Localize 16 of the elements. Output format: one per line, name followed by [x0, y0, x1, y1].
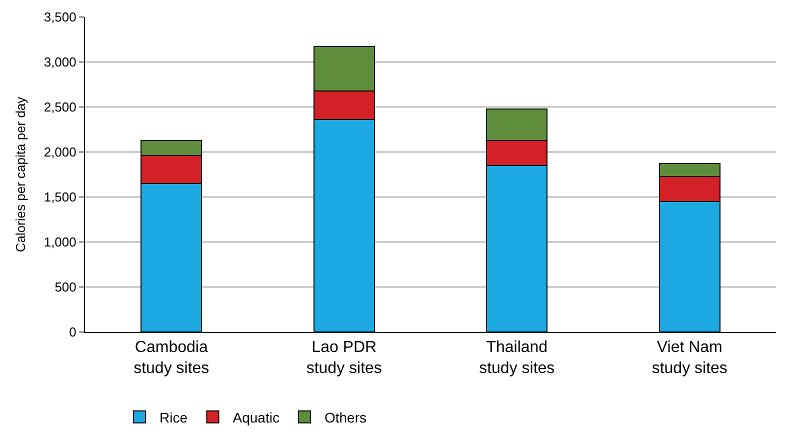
y-tick-label: 1,500	[44, 190, 76, 205]
x-tick-label: Viet Nam study sites	[652, 339, 728, 377]
y-tick-label: 2,500	[44, 100, 76, 115]
y-tick-label: 1,000	[44, 234, 76, 250]
legend-label: Aquatic	[232, 409, 280, 426]
y-tick-label: 0	[69, 324, 76, 340]
legend-label: Rice	[160, 409, 188, 426]
y-axis-title: Calories per capita per day	[12, 96, 28, 252]
x-tick-label: Lao PDR study sites	[306, 339, 382, 377]
y-tick-label: 500	[54, 280, 76, 295]
y-tick-label: 2,000	[44, 144, 76, 160]
y-tick-label: 3,500	[44, 10, 76, 25]
legend-label: Others	[324, 409, 366, 426]
x-tick-label: Cambodia study sites	[134, 339, 210, 377]
y-tick-label: 3,000	[44, 54, 76, 70]
x-tick-label: Thailand study sites	[479, 339, 555, 377]
